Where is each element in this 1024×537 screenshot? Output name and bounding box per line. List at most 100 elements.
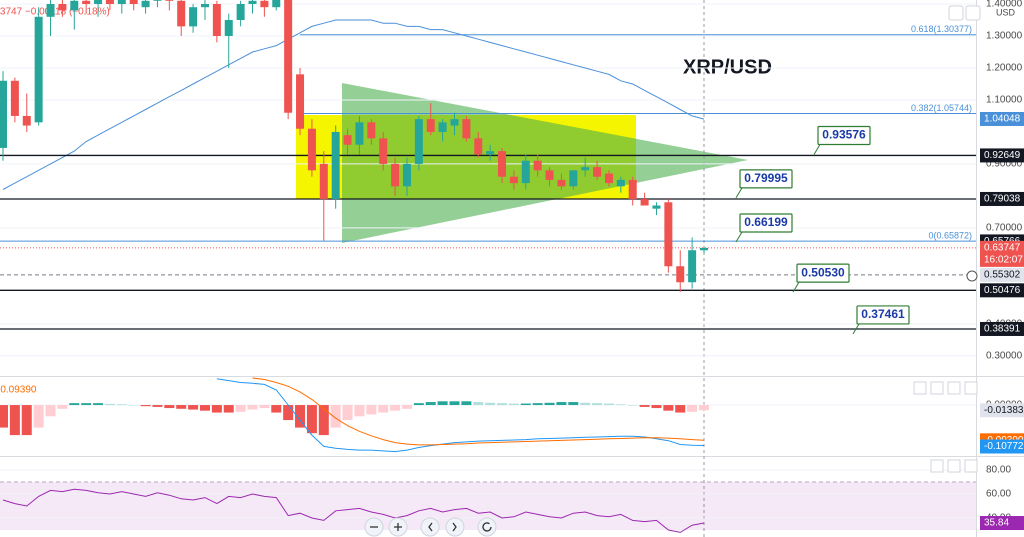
- histogram-bar: [188, 405, 199, 410]
- candle-body: [46, 3, 55, 17]
- price-label: 35.84: [984, 518, 1009, 529]
- histogram-bar: [651, 405, 662, 409]
- histogram-bar: [271, 405, 282, 413]
- candle-body: [260, 0, 269, 8]
- y-tick-label: 1.40000: [986, 0, 1023, 10]
- candle-body: [640, 199, 649, 206]
- candle-body: [189, 7, 198, 27]
- pane-button[interactable]: [930, 459, 944, 473]
- histogram-bar: [116, 404, 127, 406]
- histogram-bar: [532, 403, 543, 406]
- y-tick-label: 1.20000: [986, 63, 1023, 74]
- candle-body: [117, 0, 126, 4]
- histogram-bar: [556, 402, 567, 406]
- histogram-bar: [615, 404, 626, 406]
- candle-body: [581, 167, 590, 171]
- histogram-bar: [354, 405, 365, 417]
- y-tick-label: 80.00: [986, 465, 1011, 476]
- add-button[interactable]: [966, 270, 978, 282]
- unit-label: USD: [996, 7, 1016, 17]
- candle-body: [0, 80, 7, 148]
- histogram-bar: [699, 405, 709, 411]
- pane-button[interactable]: [947, 459, 961, 473]
- price-label-box: [980, 191, 1024, 206]
- callout-label: 0.37461: [861, 307, 905, 321]
- histogram-bar: [81, 403, 92, 406]
- callout-box: [739, 213, 793, 233]
- histogram-bar: [580, 402, 591, 406]
- price-label: 0.92649: [984, 150, 1021, 161]
- histogram-bar: [461, 401, 472, 406]
- candle-body: [284, 0, 293, 113]
- histogram-bar: [57, 405, 68, 409]
- candle-body: [414, 119, 423, 164]
- histogram-bar: [390, 405, 401, 411]
- candle-body: [58, 3, 67, 11]
- histogram-bar: [330, 405, 341, 428]
- fib-label: 0(0.65872): [928, 230, 972, 240]
- histogram-bar: [9, 405, 20, 436]
- histogram-bar: [627, 405, 638, 406]
- candle-body: [593, 167, 602, 177]
- price-label: -0.10772: [984, 441, 1024, 452]
- histogram-bar: [140, 405, 151, 407]
- header-quote: 0.63747 −0.00118 (−0.18%): [0, 7, 110, 18]
- histogram-bar: [93, 403, 104, 406]
- reset-button[interactable]: [477, 517, 497, 537]
- histogram-bar: [21, 405, 32, 436]
- candle-body: [557, 179, 566, 187]
- callout-pointer: [735, 187, 743, 199]
- candle-body: [212, 3, 221, 36]
- histogram-bar: [413, 403, 424, 406]
- histogram-bar: [473, 402, 484, 406]
- last-price-box: [980, 240, 1024, 267]
- pane-button[interactable]: [964, 381, 978, 395]
- candle-body: [296, 74, 305, 129]
- candle-body: [379, 138, 388, 164]
- macd-line: [216, 378, 705, 453]
- button[interactable]: [948, 5, 964, 21]
- histogram-bar: [199, 405, 210, 411]
- candle-body: [628, 179, 637, 200]
- price-label-box: [980, 516, 1024, 531]
- fib-label: 0.618(1.30377): [911, 24, 972, 34]
- price-label-box: [980, 148, 1024, 163]
- histogram-bar: [568, 402, 579, 406]
- candle-body: [319, 163, 328, 200]
- pane-button[interactable]: [964, 459, 978, 473]
- candle-body: [652, 205, 661, 209]
- candle-body: [34, 16, 43, 123]
- candle-body: [688, 250, 697, 283]
- candle-body: [450, 119, 459, 126]
- pane-button[interactable]: [930, 381, 944, 395]
- candle-body: [105, 0, 114, 4]
- candle-body: [343, 135, 352, 145]
- y-tick-label: 60.00: [986, 489, 1011, 500]
- candle-body: [355, 122, 364, 145]
- signal-line: [252, 377, 705, 446]
- histogram-bar: [378, 405, 389, 413]
- candle-body: [129, 0, 138, 4]
- pane-button[interactable]: [913, 381, 927, 395]
- candle-body: [236, 3, 245, 20]
- histogram-bar: [401, 405, 412, 409]
- histogram-bar: [675, 405, 686, 413]
- pane-button[interactable]: [947, 381, 961, 395]
- candle-body: [402, 163, 411, 187]
- histogram-bar: [295, 405, 306, 428]
- candle-body: [521, 160, 530, 184]
- callout-box: [856, 305, 910, 325]
- callout-box: [796, 263, 850, 283]
- button[interactable]: [965, 5, 981, 21]
- y-tick-label: 0.30000: [986, 350, 1023, 361]
- icon: [452, 522, 457, 532]
- histogram-bar: [259, 405, 270, 409]
- price-label-box: [980, 111, 1024, 126]
- rsi-line: [2, 488, 705, 533]
- histogram-bar: [663, 405, 674, 411]
- scroll-right-button[interactable]: [445, 517, 465, 537]
- price-label-box: [980, 321, 1024, 336]
- scroll-left-button[interactable]: [420, 517, 440, 537]
